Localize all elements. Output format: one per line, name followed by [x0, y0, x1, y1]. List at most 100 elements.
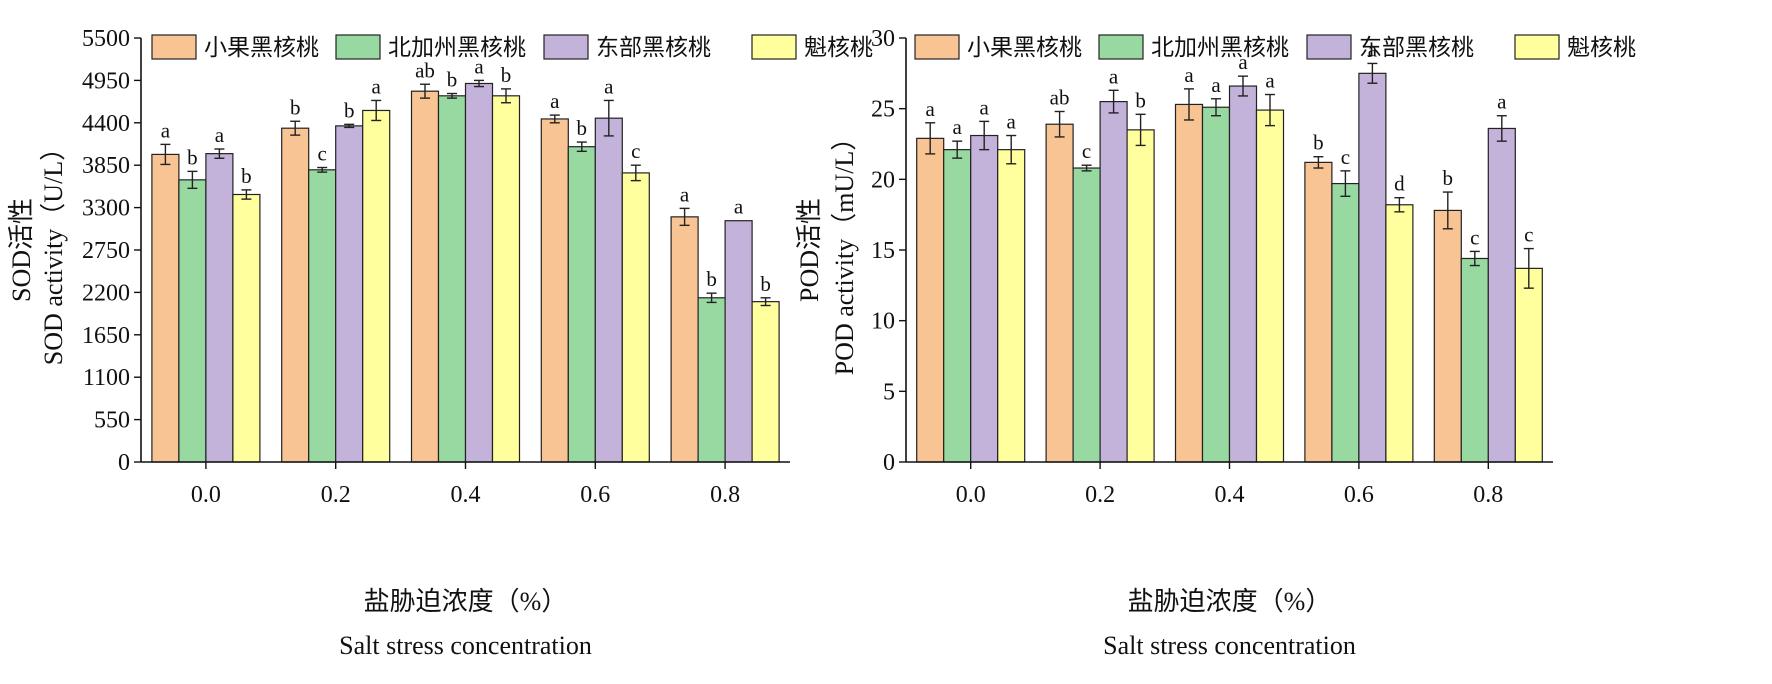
y-tick-label-6: 3300 — [82, 196, 130, 222]
bar-0-0 — [151, 153, 180, 463]
bar-0-3 — [1304, 161, 1333, 463]
bar-0-2 — [1174, 103, 1204, 463]
significance-label-1-1: c — [1082, 139, 1091, 163]
significance-label-0-1: b — [290, 95, 301, 119]
bar-3-2 — [1255, 109, 1285, 463]
legend-swatch-3 — [751, 34, 797, 60]
y-axis-title-en: SOD activity（U/L） — [39, 135, 68, 365]
bar-2-1 — [1099, 100, 1128, 463]
bar-2-0 — [205, 153, 234, 463]
significance-label-1-3: b — [577, 116, 588, 140]
y-tick-label-0: 0 — [883, 450, 895, 476]
y-tick-label-9: 4950 — [82, 68, 130, 94]
significance-label-3-4: b — [760, 272, 771, 296]
bar-2-2 — [464, 82, 494, 463]
legend-label-2: 东部黑核桃 — [1359, 35, 1474, 60]
y-tick-label-3: 1650 — [82, 323, 130, 349]
y-axis-title-cn: POD活性 — [795, 198, 824, 302]
y-tick-label-2: 10 — [871, 309, 895, 335]
x-axis-title-en: Salt stress concentration — [339, 631, 592, 660]
y-axis-title-en: POD activity（mU/L） — [830, 125, 859, 376]
bar-0-2 — [410, 90, 440, 463]
legend-label-3: 魁核桃 — [804, 35, 873, 60]
y-tick-label-0: 0 — [118, 450, 130, 476]
bar-1-1 — [1072, 167, 1101, 463]
bar-1-2 — [1201, 106, 1231, 463]
legend: 小果黑核桃 北加州黑核桃 东部黑核桃 魁核桃 — [914, 34, 1636, 60]
bar-3-1 — [1126, 129, 1155, 463]
bar-0-1 — [281, 127, 310, 463]
y-tick-label-10: 5500 — [82, 26, 130, 52]
legend: 小果黑核桃 北加州黑核桃 东部黑核桃 魁核桃 — [151, 34, 873, 60]
significance-label-0-2: ab — [415, 58, 435, 82]
x-tick-label-0: 0.0 — [191, 482, 221, 508]
y-tick-label-7: 3850 — [82, 153, 130, 179]
bar-1-4 — [697, 297, 726, 463]
bar-1-4 — [1460, 257, 1489, 463]
bar-1-3 — [567, 146, 596, 463]
significance-label-0-2: a — [1184, 63, 1194, 87]
legend-swatch-2 — [1306, 34, 1352, 60]
x-axis-title-en: Salt stress concentration — [1103, 631, 1356, 660]
significance-label-2-1: b — [344, 98, 355, 122]
bar-2-3 — [1358, 72, 1387, 463]
x-tick-label-2: 0.4 — [451, 482, 481, 508]
significance-label-1-3: c — [1341, 145, 1350, 169]
bar-0-4 — [670, 216, 699, 463]
legend-label-2: 东部黑核桃 — [596, 35, 711, 60]
significance-label-3-3: c — [631, 139, 640, 163]
significance-label-3-4: c — [1524, 223, 1533, 247]
significance-label-0-4: a — [680, 182, 690, 206]
x-tick-label-4: 0.8 — [1473, 482, 1503, 508]
bar-3-2 — [491, 95, 521, 463]
bar-3-3 — [621, 172, 650, 463]
bar-3-4 — [1514, 267, 1543, 463]
legend-swatch-2 — [543, 34, 589, 60]
bar-1-1 — [308, 169, 337, 463]
bar-3-0 — [232, 193, 261, 463]
legend-swatch-1 — [335, 34, 381, 60]
bar-1-0 — [943, 149, 972, 463]
x-tick-label-3: 0.6 — [1344, 482, 1374, 508]
significance-label-0-1: ab — [1050, 85, 1070, 109]
significance-label-2-3: a — [1368, 37, 1378, 61]
significance-label-0-0: a — [926, 97, 936, 121]
significance-label-0-3: a — [550, 89, 560, 113]
x-tick-label-0: 0.0 — [956, 482, 986, 508]
significance-label-3-0: a — [1007, 110, 1017, 134]
bar-3-3 — [1385, 204, 1414, 463]
legend-label-0: 小果黑核桃 — [204, 35, 319, 60]
x-tick-label-1: 0.2 — [321, 482, 351, 508]
x-axis-title-cn: 盐胁迫浓度（%） — [1128, 587, 1332, 616]
legend-swatch-1 — [1098, 34, 1144, 60]
legend-label-1: 北加州黑核桃 — [1151, 35, 1289, 60]
x-tick-label-2: 0.4 — [1215, 482, 1245, 508]
y-tick-label-6: 30 — [871, 26, 895, 52]
significance-label-1-2: a — [1211, 73, 1221, 97]
y-tick-label-5: 25 — [871, 97, 895, 123]
significance-label-0-0: a — [161, 118, 171, 142]
significance-label-1-1: c — [318, 142, 327, 166]
legend-label-1: 北加州黑核桃 — [388, 35, 526, 60]
legend-swatch-0 — [914, 34, 960, 60]
bar-3-1 — [362, 109, 391, 463]
bar-3-0 — [997, 149, 1026, 463]
bar-2-0 — [970, 134, 999, 463]
x-tick-label-4: 0.8 — [710, 482, 740, 508]
bar-3-4 — [751, 301, 780, 463]
significance-label-1-0: a — [953, 115, 963, 139]
bar-0-4 — [1433, 209, 1462, 463]
legend-swatch-3 — [1514, 34, 1560, 60]
significance-label-2-1: a — [1109, 64, 1119, 88]
y-tick-label-1: 550 — [94, 408, 130, 434]
significance-label-2-2: a — [474, 54, 484, 78]
significance-label-0-3: b — [1313, 131, 1324, 155]
significance-label-3-1: a — [372, 74, 382, 98]
significance-label-2-0: a — [980, 95, 990, 119]
bar-1-3 — [1331, 182, 1360, 463]
legend-label-0: 小果黑核桃 — [967, 35, 1082, 60]
significance-label-2-3: a — [604, 74, 614, 98]
